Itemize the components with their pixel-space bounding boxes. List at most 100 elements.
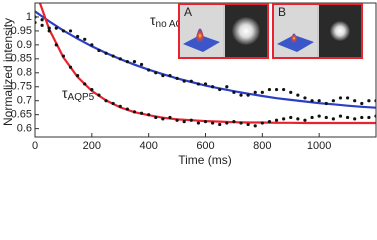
data-point [83, 82, 87, 86]
data-point [289, 115, 293, 120]
data-point [182, 79, 186, 83]
data-point [282, 87, 286, 92]
inset-label: B [278, 5, 286, 19]
data-point [211, 85, 215, 89]
data-point [118, 104, 122, 108]
data-point [132, 60, 137, 64]
data-point [76, 34, 80, 39]
annotation: τno AQP5 [150, 12, 196, 30]
data-point [161, 117, 165, 121]
data-point [239, 121, 243, 125]
data-point [260, 90, 264, 94]
plot-area [35, 3, 376, 128]
y-tick-label: 0.95 [11, 25, 32, 37]
inset-a: A [178, 3, 269, 59]
inset-spot [232, 17, 260, 45]
data-point [61, 54, 66, 58]
data-point [189, 118, 193, 122]
data-point [61, 29, 66, 33]
inset-surface [277, 35, 314, 52]
data-point [310, 99, 314, 103]
data-point [132, 110, 137, 114]
data-point [182, 120, 186, 124]
data-point [317, 99, 321, 103]
x-axis-label: Time (ms) [178, 153, 232, 167]
data-point [125, 60, 129, 64]
y-tick-label: 0.65 [11, 109, 32, 121]
data-point [232, 120, 236, 124]
x-tick-label: 400 [139, 140, 157, 152]
y-tick-label: 1 [26, 11, 32, 23]
data-point [168, 73, 172, 78]
data-point [161, 73, 165, 78]
data-point [246, 93, 250, 97]
data-point [154, 71, 158, 75]
data-point [232, 90, 236, 94]
data-point [125, 107, 129, 111]
data-point [338, 114, 343, 118]
data-point [154, 115, 158, 120]
chart: τno AQP5 τAQP5 Time (ms) Normalized inte… [1, 2, 377, 167]
data-point [317, 114, 321, 118]
data-point [147, 68, 151, 72]
data-point [54, 26, 58, 30]
x-tick-label: 0 [32, 140, 38, 152]
data-point [310, 115, 314, 120]
data-point [90, 43, 94, 47]
y-tick-label: 0.8 [17, 67, 32, 79]
data-point [274, 87, 279, 92]
y-tick-label: 0.75 [11, 81, 32, 93]
data-point [97, 48, 101, 53]
data-point [345, 115, 350, 120]
data-point [360, 115, 364, 120]
data-point [168, 115, 172, 120]
data-point [175, 118, 179, 122]
data-point [196, 82, 200, 86]
data-point [303, 118, 307, 122]
y-tick-label: 0.85 [11, 53, 32, 65]
y-axis-label: Normalized intensity [1, 18, 15, 126]
data-point [239, 93, 243, 97]
data-point [189, 79, 193, 83]
data-point [296, 93, 300, 97]
x-tick-label: 800 [253, 140, 271, 152]
data-point [253, 124, 257, 128]
data-point [367, 115, 371, 120]
data-point [118, 57, 122, 61]
x-tick-label: 200 [83, 140, 101, 152]
data-point [345, 96, 350, 100]
data-point [54, 43, 58, 47]
data-point [225, 85, 229, 89]
data-point [253, 90, 257, 94]
data-point [267, 87, 272, 92]
data-point [68, 29, 73, 33]
data-point [296, 117, 300, 121]
data-point [203, 82, 208, 86]
data-point [331, 99, 335, 103]
data-point [225, 121, 229, 125]
data-point [139, 111, 144, 115]
data-point [289, 90, 293, 94]
data-point [218, 122, 222, 127]
data-point [360, 101, 364, 106]
data-point [40, 23, 44, 27]
data-point [104, 51, 108, 55]
inset-surface [183, 35, 220, 52]
data-point [338, 96, 343, 100]
data-point [211, 121, 215, 125]
data-point [267, 120, 272, 124]
data-point [353, 99, 357, 103]
data-point [104, 99, 108, 103]
inset-peak [290, 33, 298, 43]
data-point [274, 118, 279, 122]
data-point [97, 93, 101, 97]
data-point [111, 101, 115, 106]
data-point [47, 26, 51, 30]
data-point [303, 96, 307, 100]
y-tick-label: 0.6 [17, 123, 32, 135]
data-point [331, 117, 335, 121]
data-point [40, 18, 44, 22]
data-point [353, 117, 357, 121]
y-tick-label: 0.7 [17, 95, 32, 107]
data-point [47, 29, 51, 33]
